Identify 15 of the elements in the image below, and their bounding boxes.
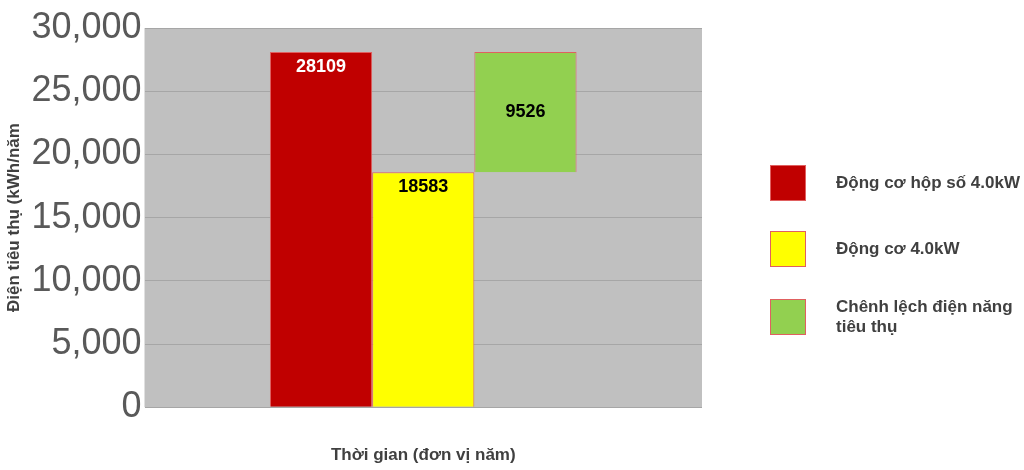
y-tick-label: 15,000 xyxy=(31,194,142,236)
y-tick-label: 30,000 xyxy=(31,4,142,46)
legend-label: Động cơ 4.0kW xyxy=(836,239,960,259)
y-tick-label: 25,000 xyxy=(31,68,142,110)
data-label: 18583 xyxy=(398,176,449,197)
data-label: 28109 xyxy=(296,55,347,76)
y-tick-label: 20,000 xyxy=(31,131,142,173)
legend-label: Động cơ hộp số 4.0kW xyxy=(836,173,1020,193)
y-tick-label: 0 xyxy=(121,384,142,426)
y-axis-title: Điện tiêu thụ (kWh/năm xyxy=(3,123,23,313)
x-axis-title: Thời gian (đơn vị năm) xyxy=(330,445,516,465)
y-tick-label: 5,000 xyxy=(51,320,142,362)
legend-label: Chênh lệch điện năng tiêu thụ xyxy=(836,297,1014,337)
y-tick-label: 10,000 xyxy=(31,257,142,299)
data-label: 9526 xyxy=(505,101,546,122)
